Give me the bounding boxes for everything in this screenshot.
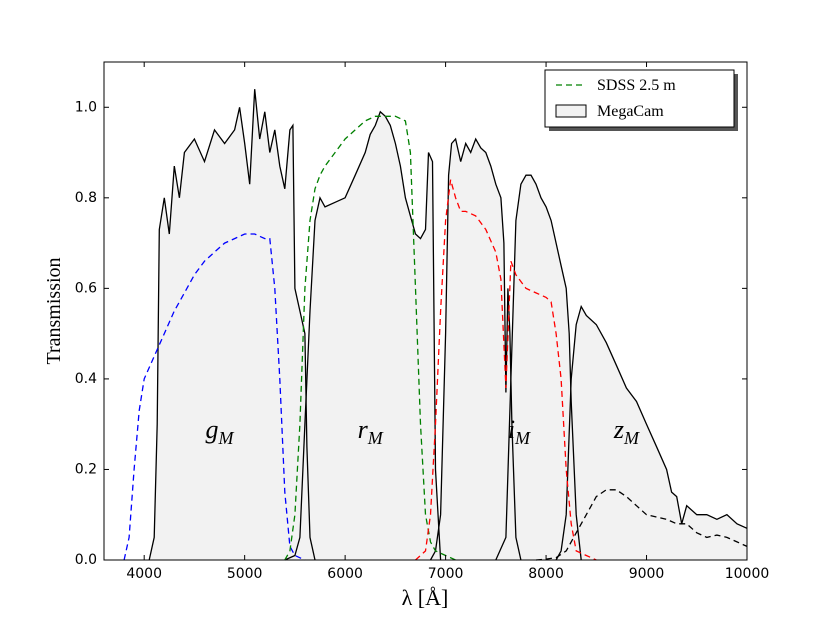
line-layer <box>123 89 748 561</box>
curve <box>555 304 748 561</box>
legend-swatch <box>555 104 587 118</box>
x-tick-label: 4000 <box>126 566 162 582</box>
band-annotation: gM <box>206 415 235 448</box>
band-fill <box>149 89 315 560</box>
x-tick-label: 8000 <box>528 566 564 582</box>
curve <box>495 174 582 561</box>
annotation-letter: z <box>613 415 624 444</box>
legend-label: MegaCam <box>597 103 664 120</box>
band-annotation: rM <box>358 415 384 448</box>
y-tick-label: 0.2 <box>75 461 97 477</box>
x-axis-label: λ [Å] <box>402 585 449 610</box>
curve <box>148 89 316 561</box>
y-tick-label: 0.6 <box>75 280 97 296</box>
annotation-letter: i <box>508 415 515 444</box>
annotation-subscript: M <box>218 428 235 448</box>
curve <box>284 110 442 561</box>
plot-frame <box>103 61 748 561</box>
band-annotation: iM <box>508 415 531 448</box>
band-fill <box>556 306 747 560</box>
legend-label: SDSS 2.5 m <box>597 77 676 94</box>
y-tick-label: 0.8 <box>75 190 97 206</box>
curve <box>429 137 522 561</box>
y-axis-label: Transmission <box>43 257 65 364</box>
x-tick-label: 10000 <box>725 566 770 582</box>
dashed-curve <box>415 179 597 561</box>
y-tick-label: 0.4 <box>75 371 97 387</box>
x-tick-label: 5000 <box>227 566 263 582</box>
x-tick-label: 6000 <box>327 566 363 582</box>
annotation-letter: r <box>358 415 369 444</box>
band-annotation: zM <box>613 415 640 448</box>
annotation-letter: g <box>206 415 219 444</box>
dashed-curve <box>535 489 748 561</box>
y-tick-label: 1.0 <box>75 99 97 115</box>
annotation-subscript: M <box>367 428 384 448</box>
dashed-curve <box>123 233 306 561</box>
band-fill <box>430 139 521 560</box>
x-tick-label: 9000 <box>629 566 665 582</box>
fill-layer <box>149 89 747 561</box>
dashed-curve <box>284 115 456 561</box>
annotation-subscript: M <box>514 428 531 448</box>
y-tick-label: 0.0 <box>75 552 97 568</box>
axes-layer: 4000 5000 6000 7000 8000 9000 10000 0.0 0.2 0.4 0.… <box>75 62 770 582</box>
annotation-subscript: M <box>623 428 640 448</box>
band-fill <box>284 111 441 561</box>
x-tick-label: 7000 <box>428 566 464 582</box>
band-fill <box>495 175 582 560</box>
